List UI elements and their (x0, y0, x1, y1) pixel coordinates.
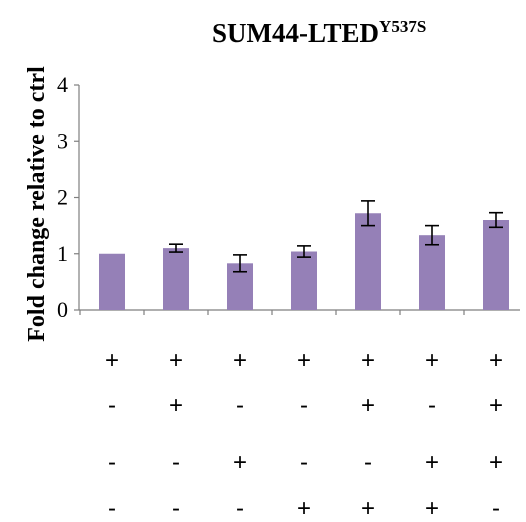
plot-area: 0 1 2 3 4 (57, 72, 520, 322)
condition-sign: + (361, 392, 375, 419)
bar (419, 235, 445, 310)
condition-sign: + (105, 347, 119, 374)
condition-sign: - (172, 449, 180, 476)
condition-sign: + (489, 392, 503, 419)
chart-title-superscript: Y537S (379, 17, 426, 36)
condition-sign: - (300, 392, 308, 419)
condition-sign: + (425, 449, 439, 476)
chart-title-main: SUM44-LTED (212, 18, 379, 48)
chart-title: SUM44-LTEDY537S (212, 17, 426, 48)
bar (355, 213, 381, 310)
condition-sign: - (172, 495, 180, 522)
y-tick-label: 2 (57, 185, 68, 210)
bar (483, 220, 509, 310)
condition-sign: + (489, 449, 503, 476)
condition-sign: + (297, 347, 311, 374)
condition-sign: - (108, 392, 116, 419)
condition-sign: - (428, 392, 436, 419)
condition-sign: - (108, 449, 116, 476)
y-tick-label: 3 (57, 128, 68, 153)
condition-sign: + (425, 347, 439, 374)
condition-sign: - (236, 495, 244, 522)
y-tick-label: 4 (57, 72, 68, 97)
condition-sign: - (300, 449, 308, 476)
condition-sign: + (233, 449, 247, 476)
bar (163, 248, 189, 310)
y-axis-label: Fold change relative to ctrl (24, 66, 50, 342)
condition-sign: - (364, 449, 372, 476)
condition-sign: + (361, 495, 375, 522)
condition-table: + + + + + + + - + - - + - + - - + - - + + - - - + + + - (105, 347, 503, 522)
bar (291, 251, 317, 310)
condition-sign: + (425, 495, 439, 522)
condition-sign: + (297, 495, 311, 522)
condition-sign: - (492, 495, 500, 522)
y-tick-label: 1 (57, 241, 68, 266)
condition-sign: - (236, 392, 244, 419)
condition-sign: + (233, 347, 247, 374)
y-tick-label: 0 (57, 297, 68, 322)
condition-sign: - (108, 495, 116, 522)
condition-sign: + (361, 347, 375, 374)
condition-sign: + (169, 347, 183, 374)
bar (99, 253, 125, 310)
condition-sign: + (489, 347, 503, 374)
condition-sign: + (169, 392, 183, 419)
